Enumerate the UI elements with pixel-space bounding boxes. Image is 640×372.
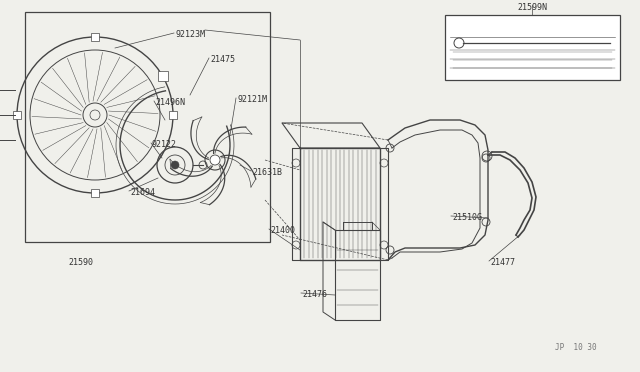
- Text: 21400: 21400: [270, 226, 295, 235]
- Bar: [169, 111, 177, 119]
- Circle shape: [171, 161, 179, 169]
- Text: 21496N: 21496N: [155, 98, 185, 107]
- Text: 21510G: 21510G: [452, 213, 482, 222]
- Text: 21599N: 21599N: [517, 3, 547, 12]
- Text: 92121M: 92121M: [237, 95, 267, 104]
- Text: 21694: 21694: [130, 188, 155, 197]
- Text: 21590: 21590: [68, 258, 93, 267]
- Bar: [13, 111, 21, 119]
- Text: 21631B: 21631B: [252, 168, 282, 177]
- Bar: [91, 33, 99, 41]
- Text: 92122: 92122: [152, 140, 177, 149]
- Text: 92123M: 92123M: [175, 30, 205, 39]
- Text: 21477: 21477: [490, 258, 515, 267]
- Text: 21476: 21476: [302, 290, 327, 299]
- Bar: [157, 71, 168, 81]
- Bar: [445, 15, 620, 80]
- Circle shape: [210, 155, 220, 165]
- Text: JP  10 30: JP 10 30: [555, 343, 596, 352]
- Bar: [25, 12, 270, 242]
- Bar: [91, 189, 99, 197]
- Text: 21475: 21475: [210, 55, 235, 64]
